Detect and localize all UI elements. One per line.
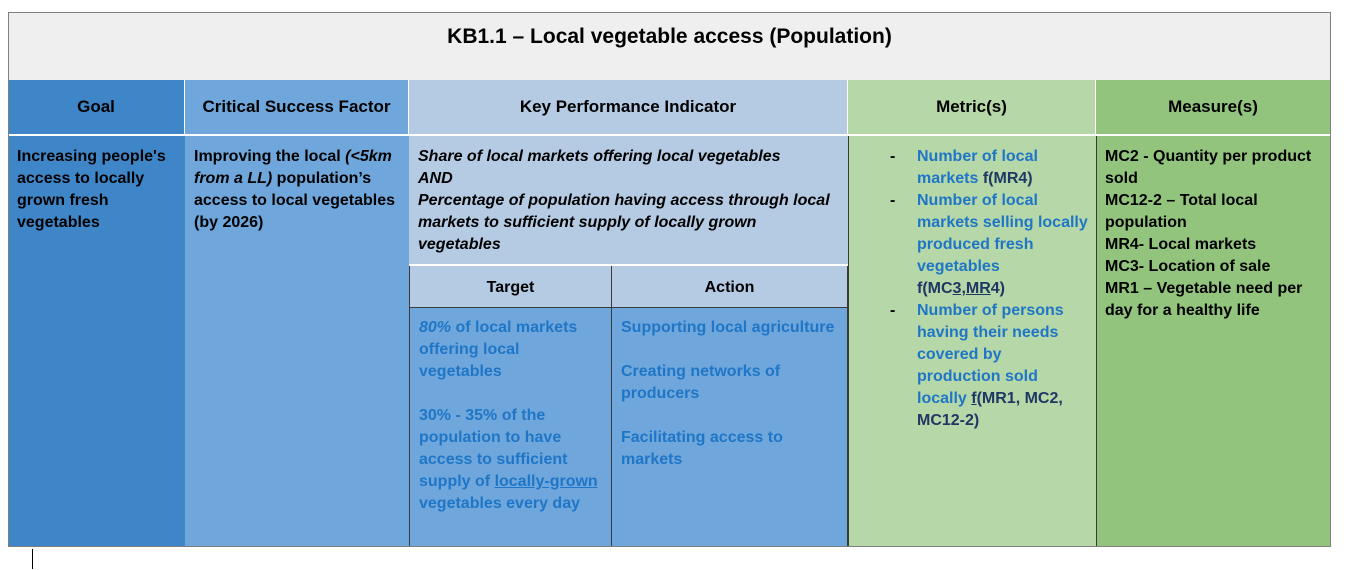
metric-item-1-text: Number of local markets <box>917 148 1038 187</box>
target-header: Target <box>409 266 612 308</box>
bullet-dash: - <box>890 302 896 319</box>
target-item-2-text-a: 30% - 35% of the population to have acce… <box>419 407 568 490</box>
target-item-2: 30% - 35% of the population to have acce… <box>419 405 603 515</box>
target-item-1-percent: 80% <box>419 319 452 336</box>
action-cell: Supporting local agriculture Creating ne… <box>612 308 848 546</box>
csf-cell: Improving the local (<5km from a LL) pop… <box>185 136 409 546</box>
header-kpi: Key Performance Indicator <box>409 80 848 135</box>
bullet-dash: - <box>890 148 896 165</box>
metric-item-3: - Number of persons having their needs c… <box>857 300 1088 432</box>
header-goal: Goal <box>8 80 185 135</box>
target-item-2-text-b: vegetables every day <box>419 495 580 512</box>
header-kpi-label: Key Performance Indicator <box>519 97 737 116</box>
table-title: KB1.1 – Local vegetable access (Populati… <box>8 12 1331 80</box>
csf-text-italic: (<5km from a LL) <box>194 148 392 187</box>
header-measure: Measure(s) <box>1096 80 1331 135</box>
action-item: Supporting local agriculture <box>621 319 835 336</box>
goal-cell: Increasing people's access to locally gr… <box>8 136 185 546</box>
csf-text-1: Improving the local <box>194 148 346 165</box>
measure-cell: MC2 - Quantity per product sold MC12-2 –… <box>1096 136 1331 546</box>
measure-item: MC2 - Quantity per product sold <box>1105 148 1312 187</box>
metric-item-1: - Number of local markets f(MR4) <box>857 146 1088 190</box>
header-goal-label: Goal <box>77 97 115 116</box>
measure-item: MC3- Location of sale <box>1105 258 1271 275</box>
measure-item: MC12-2 – Total local population <box>1105 192 1258 231</box>
action-header: Action <box>612 266 848 308</box>
metric-cell: - Number of local markets f(MR4) - Numbe… <box>848 136 1096 546</box>
table-left-border <box>8 80 9 546</box>
text-cursor <box>32 549 33 569</box>
action-header-label: Action <box>704 279 755 296</box>
metric-item-2-text: Number of local markets selling locally … <box>917 192 1088 275</box>
metric-item-1-function: f(MR4) <box>982 170 1033 187</box>
table-bottom-border <box>8 546 1331 547</box>
csf-text-2: population’s access to local vegetables … <box>194 170 395 231</box>
metric-item-3-function-f: f <box>971 390 977 407</box>
header-csf-label: Critical Success Factor <box>202 97 391 116</box>
target-cell: 80% of local markets offering local vege… <box>409 308 612 546</box>
target-item-1-text: of local markets offering local vegetabl… <box>419 319 578 380</box>
header-separator <box>8 134 1331 136</box>
header-metric: Metric(s) <box>848 80 1096 135</box>
target-header-label: Target <box>486 279 535 296</box>
kpi-line-1: Share of local markets offering local ve… <box>418 148 781 165</box>
target-item-1: 80% of local markets offering local vege… <box>419 317 603 383</box>
header-metric-label: Metric(s) <box>936 97 1007 116</box>
header-measure-label: Measure(s) <box>1168 97 1258 116</box>
kpi-line-2: AND <box>418 170 453 187</box>
kpi-line-3: Percentage of population having access t… <box>418 192 830 253</box>
action-item: Facilitating access to markets <box>621 429 783 468</box>
goal-text: Increasing people's access to locally gr… <box>17 148 166 231</box>
kpi-cell: Share of local markets offering local ve… <box>409 136 848 264</box>
bullet-dash: - <box>890 192 896 209</box>
table-title-text: KB1.1 – Local vegetable access (Populati… <box>447 25 892 48</box>
kpi-subheader-separator <box>409 264 848 266</box>
target-item-2-underlined: locally-grown <box>494 473 598 490</box>
metric-item-2-function: f(MC3,MR4) <box>917 280 1006 297</box>
measure-item: MR1 – Vegetable need per day for a healt… <box>1105 280 1303 319</box>
metric-item-2: - Number of local markets selling locall… <box>857 190 1088 300</box>
table-right-border <box>1330 80 1331 546</box>
metric-item-3-text: Number of persons having their needs cov… <box>917 302 1064 407</box>
action-item: Creating networks of producers <box>621 363 781 402</box>
metric-item-3-function: (MR1, MC2, MC12-2) <box>917 390 1063 429</box>
measure-item: MR4- Local markets <box>1105 236 1257 253</box>
header-csf: Critical Success Factor <box>185 80 409 135</box>
